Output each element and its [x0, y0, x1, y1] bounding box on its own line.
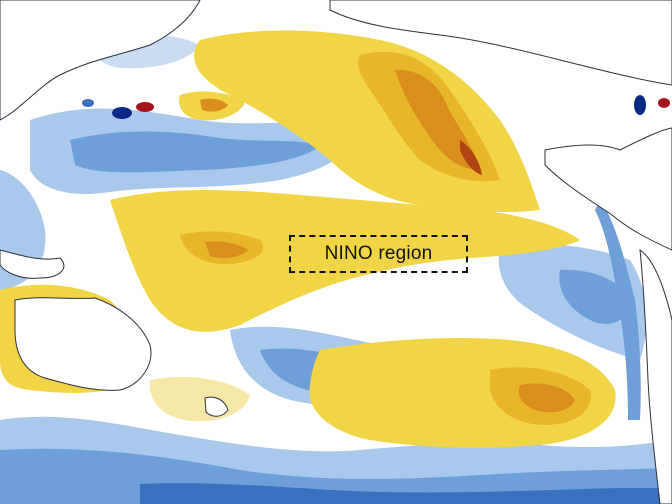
australia-land: [14, 297, 152, 391]
gulf-alaska-warm-extreme: [460, 140, 482, 175]
gulf-alaska-warm-core: [395, 69, 480, 170]
equatorial-warm-strong: [205, 241, 248, 258]
japan-cold-spot-2: [82, 99, 94, 107]
east-coast-cool-strip: [595, 200, 641, 420]
new-zealand-land: [204, 396, 229, 417]
japan-hot-spot: [136, 102, 154, 112]
eastern-pacific-cool-core: [559, 269, 632, 324]
north-pacific-cool-core: [70, 131, 320, 173]
japan-cold-spot: [112, 107, 132, 119]
canada-cold-spot: [634, 95, 646, 115]
south-america-land: [639, 248, 672, 504]
alaska-land: [329, 0, 672, 86]
equatorial-warm-tongue: [110, 190, 580, 332]
southeast-pacific-warm-strong: [518, 383, 575, 413]
extreme-anomaly-spots: [82, 95, 670, 119]
canada-hot-spot: [658, 98, 670, 108]
kuroshio-warm-spot: [200, 98, 228, 112]
southern-ocean-cool-strong: [140, 483, 672, 504]
nino-region-box: NINO region: [289, 235, 468, 273]
asia-land: [0, 0, 201, 121]
maritime-islands-land: [0, 249, 65, 279]
nino-region-label: NINO region: [324, 243, 433, 264]
